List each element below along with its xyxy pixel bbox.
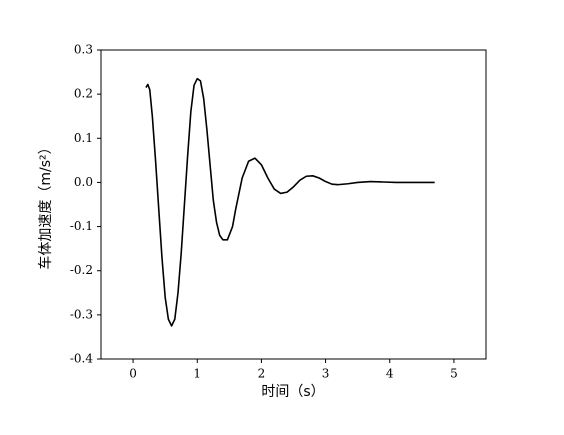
x-tick-label: 4	[386, 367, 394, 381]
x-axis-label: 时间（s）	[261, 384, 324, 400]
plot-frame	[100, 49, 487, 360]
y-tick-label: -0.3	[70, 307, 93, 321]
y-tick-label: 0.1	[74, 131, 93, 145]
x-tick-label: 0	[129, 367, 137, 381]
x-tick-label: 5	[450, 367, 458, 381]
y-tick-label: -0.2	[70, 263, 93, 277]
x-tick-label: 1	[193, 367, 201, 381]
y-tick-label: 0.3	[74, 43, 93, 57]
y-tick-label: -0.1	[70, 219, 93, 233]
y-axis-label: 车体加速度（m/s²）	[37, 140, 54, 269]
x-tick-label: 3	[322, 367, 330, 381]
y-tick-label: -0.4	[70, 352, 94, 366]
data-line	[145, 77, 435, 327]
x-tick-label: 2	[258, 367, 266, 381]
y-tick-label: 0.0	[74, 175, 93, 189]
y-tick-label: 0.2	[74, 87, 93, 101]
